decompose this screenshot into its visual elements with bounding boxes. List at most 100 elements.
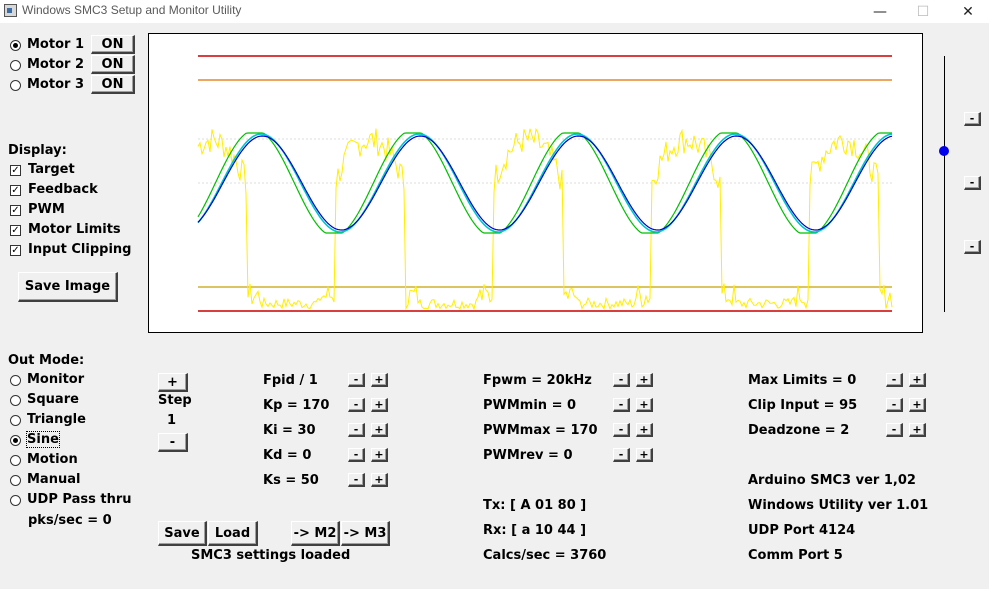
pwmmax-label: PWMmax = 170 [483, 423, 598, 438]
mode-sine-label: Sine [26, 431, 60, 448]
kp-minus-button[interactable]: - [348, 398, 365, 412]
fpid-plus-button[interactable]: + [371, 373, 388, 387]
calcs-readout: Calcs/sec = 3760 [483, 548, 607, 563]
max-limits-minus-button[interactable]: - [886, 373, 903, 387]
max-limits-plus-button[interactable]: + [909, 373, 926, 387]
input-clipping-checkbox[interactable]: ✓ [10, 245, 21, 256]
fpid-label: Fpid / 1 [263, 373, 318, 388]
ks-minus-button[interactable]: - [348, 473, 365, 487]
deadzone-minus-button[interactable]: - [886, 423, 903, 437]
ks-label: Ks = 50 [263, 473, 319, 488]
mode-udp-label: UDP Pass thru [27, 492, 132, 507]
step-label: Step [158, 393, 192, 408]
pwm-checkbox[interactable]: ✓ [10, 205, 21, 216]
ki-minus-button[interactable]: - [348, 423, 365, 437]
step-plus-button[interactable]: + [158, 373, 188, 392]
ks-plus-button[interactable]: + [371, 473, 388, 487]
arduino-version: Arduino SMC3 ver 1,02 [748, 473, 916, 488]
waveform-chart [197, 55, 893, 312]
motor-3-label: Motor 3 [27, 77, 84, 92]
pks-per-sec: pks/sec = 0 [28, 513, 112, 528]
load-button[interactable]: Load [208, 521, 258, 546]
mode-triangle-label: Triangle [27, 412, 86, 427]
target-trace [197, 132, 892, 234]
mode-manual-radio[interactable] [10, 475, 21, 486]
motor-limits-label: Motor Limits [28, 222, 121, 237]
kd-plus-button[interactable]: + [371, 448, 388, 462]
motor-3-on-button[interactable]: ON [91, 75, 135, 94]
motor-1-on-button[interactable]: ON [91, 35, 135, 54]
pwmmin-label: PWMmin = 0 [483, 398, 577, 413]
slider-minus-button-2[interactable]: - [964, 176, 981, 190]
deadzone-plus-button[interactable]: + [909, 423, 926, 437]
comm-port: Comm Port 5 [748, 548, 843, 563]
monitor-plot [148, 33, 923, 333]
mode-monitor-radio[interactable] [10, 375, 21, 386]
mode-triangle-radio[interactable] [10, 415, 21, 426]
mode-square-radio[interactable] [10, 395, 21, 406]
feedback-trace [197, 135, 893, 231]
pwm-label: PWM [28, 202, 65, 217]
max-limits-label: Max Limits = 0 [748, 373, 857, 388]
pwmmax-minus-button[interactable]: - [613, 423, 630, 437]
kp-label: Kp = 170 [263, 398, 330, 413]
rx-readout: Rx: [ a 10 44 ] [483, 523, 587, 538]
copy-to-m2-button[interactable]: -> M2 [291, 521, 340, 546]
close-button[interactable]: ✕ [962, 3, 974, 20]
step-value: 1 [167, 413, 177, 428]
motor-1-label: Motor 1 [27, 37, 84, 52]
mode-motion-radio[interactable] [10, 455, 21, 466]
save-button[interactable]: Save [158, 521, 207, 546]
position-slider-track[interactable] [944, 56, 945, 312]
pwmmax-plus-button[interactable]: + [636, 423, 653, 437]
feedback-checkbox[interactable]: ✓ [10, 185, 21, 196]
clip-input-plus-button[interactable]: + [909, 398, 926, 412]
position-slider-knob[interactable] [939, 145, 949, 156]
feedback-label: Feedback [28, 182, 98, 197]
clip-input-minus-button[interactable]: - [886, 398, 903, 412]
udp-port: UDP Port 4124 [748, 523, 856, 538]
mode-monitor-label: Monitor [27, 372, 85, 387]
deadzone-label: Deadzone = 2 [748, 423, 850, 438]
window-title: Windows SMC3 Setup and Monitor Utility [22, 3, 242, 17]
utility-version: Windows Utility ver 1.01 [748, 498, 929, 513]
pwmmin-plus-button[interactable]: + [636, 398, 653, 412]
kd-label: Kd = 0 [263, 448, 312, 463]
fpid-minus-button[interactable]: - [348, 373, 365, 387]
pwmrev-label: PWMrev = 0 [483, 448, 573, 463]
pwmrev-minus-button[interactable]: - [613, 448, 630, 462]
slider-minus-button-1[interactable]: - [964, 112, 981, 126]
pwm-trace [197, 127, 893, 311]
app-icon [4, 4, 17, 17]
kd-minus-button[interactable]: - [348, 448, 365, 462]
slider-minus-button-3[interactable]: - [964, 240, 981, 254]
motor-limits-checkbox[interactable]: ✓ [10, 225, 21, 236]
ki-plus-button[interactable]: + [371, 423, 388, 437]
pwmmin-minus-button[interactable]: - [613, 398, 630, 412]
save-image-button[interactable]: Save Image [18, 272, 118, 302]
minimize-button[interactable]: — [873, 3, 887, 20]
mode-square-label: Square [27, 392, 79, 407]
motor-2-radio[interactable] [10, 60, 21, 71]
mode-udp-radio[interactable] [10, 495, 21, 506]
copy-to-m3-button[interactable]: -> M3 [341, 521, 390, 546]
motor-2-on-button[interactable]: ON [91, 55, 135, 74]
motor-1-radio[interactable] [10, 40, 21, 51]
tx-readout: Tx: [ A 01 80 ] [483, 498, 587, 513]
fpwm-label: Fpwm = 20kHz [483, 373, 592, 388]
motor-3-radio[interactable] [10, 80, 21, 91]
ki-label: Ki = 30 [263, 423, 316, 438]
kp-plus-button[interactable]: + [371, 398, 388, 412]
fpwm-plus-button[interactable]: + [636, 373, 653, 387]
step-minus-button[interactable]: - [158, 433, 188, 452]
status-message: SMC3 settings loaded [191, 548, 351, 563]
target-checkbox[interactable]: ✓ [10, 165, 21, 176]
target-label: Target [28, 162, 75, 177]
pwmrev-plus-button[interactable]: + [636, 448, 653, 462]
input-clipping-label: Input Clipping [28, 242, 132, 257]
fpwm-minus-button[interactable]: - [613, 373, 630, 387]
mode-sine-radio[interactable] [10, 435, 21, 446]
clip-input-label: Clip Input = 95 [748, 398, 858, 413]
mode-motion-label: Motion [27, 452, 78, 467]
maximize-button[interactable]: ☐ [916, 3, 930, 20]
